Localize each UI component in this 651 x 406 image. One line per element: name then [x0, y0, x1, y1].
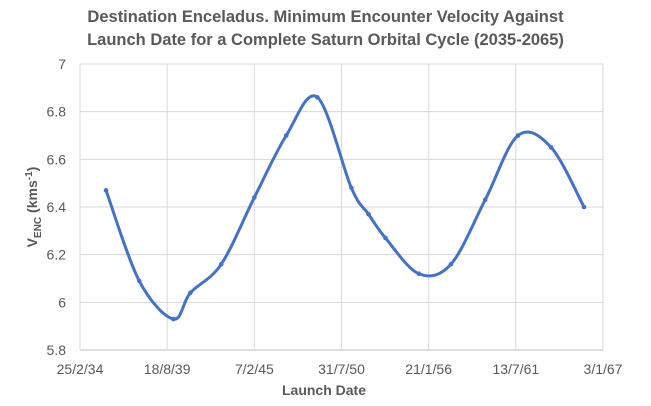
y-tick-labels: 5.8 6 6.2 6.4 6.6 6.8 7: [47, 56, 67, 358]
y-tick-label: 5.8: [47, 342, 67, 358]
series-line: [104, 94, 586, 321]
data-point: [315, 95, 320, 100]
chart-title-line-2: Launch Date for a Complete Saturn Orbita…: [87, 31, 564, 49]
data-points: [103, 95, 587, 322]
data-point: [218, 261, 224, 267]
chart-title: Destination Enceladus. Minimum Encounter…: [0, 6, 651, 52]
data-point: [366, 211, 371, 217]
x-tick-label: 3/1/67: [584, 361, 623, 377]
data-point: [416, 271, 422, 277]
data-point: [349, 185, 354, 191]
y-tick-label: 6.4: [47, 199, 67, 215]
y-label-subscript: ENC: [33, 217, 44, 238]
y-tick-label: 7: [58, 56, 66, 72]
data-point: [103, 188, 109, 193]
y-tick-label: 6.6: [47, 151, 67, 167]
x-tick-label: 18/8/39: [144, 361, 191, 377]
data-point: [515, 133, 521, 138]
gridlines: [79, 63, 604, 351]
data-point: [283, 133, 289, 138]
data-point: [482, 197, 488, 203]
x-tick-label: 21/1/56: [405, 361, 452, 377]
x-tick-label: 7/2/45: [235, 361, 274, 377]
data-point: [136, 278, 142, 284]
y-tick-label: 6.8: [47, 104, 67, 120]
y-tick-label: 6: [58, 294, 66, 310]
data-point: [548, 145, 554, 150]
x-tick-labels: 25/2/34 18/8/39 7/2/45 31/7/50 21/1/56 13/7/6…: [57, 361, 623, 377]
y-label-close: ): [24, 167, 40, 172]
y-label-superscript: -1: [24, 171, 35, 180]
data-point: [383, 235, 388, 241]
data-point: [581, 204, 587, 210]
data-point: [448, 261, 454, 267]
y-label-unit: (kms: [24, 180, 40, 217]
y-axis-label: VENC (kms-1): [24, 167, 44, 248]
x-tick-label: 25/2/34: [57, 361, 104, 377]
x-tick-label: 13/7/61: [492, 361, 539, 377]
chart-title-line-1: Destination Enceladus. Minimum Encounter…: [87, 8, 564, 26]
data-point: [188, 290, 193, 296]
y-label-main: V: [24, 237, 40, 247]
data-point: [170, 316, 176, 322]
y-tick-label: 6.2: [47, 247, 67, 263]
x-axis-label: Launch Date: [282, 382, 366, 398]
data-point: [252, 195, 257, 200]
x-tick-label: 31/7/50: [318, 361, 365, 377]
